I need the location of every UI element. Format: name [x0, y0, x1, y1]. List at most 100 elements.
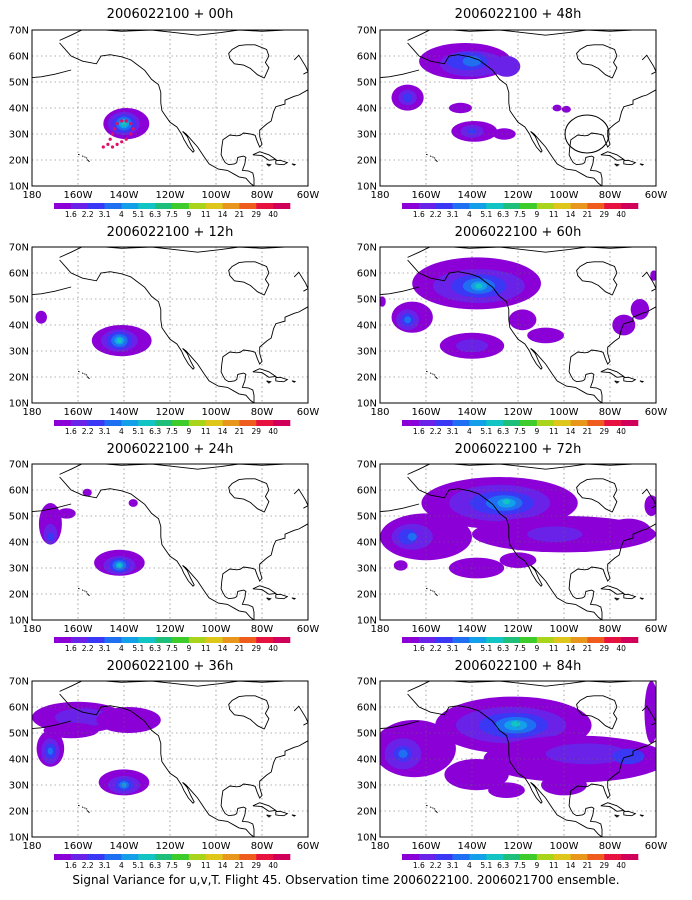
colorbar-swatch: [435, 203, 453, 209]
colorbar-level-label: 3.1: [99, 861, 111, 870]
colorbar-level-label: 29: [600, 210, 610, 219]
coastline: [32, 286, 72, 296]
colorbar-swatch: [402, 420, 420, 426]
map-field: [380, 30, 656, 186]
lat-tick-label: 30N: [9, 781, 29, 792]
coastline: [59, 42, 255, 186]
variance-contour: [117, 563, 122, 568]
lat-tick-label: 10N: [357, 616, 377, 627]
colorbar-swatch: [536, 420, 555, 426]
colorbar-swatch: [239, 420, 257, 426]
variance-contour: [467, 128, 477, 135]
colorbar: 1.6 2.2 3.1 4 5.1 6.3 7.5 9 11 14 21 29 40: [402, 854, 639, 870]
coastline: [623, 810, 637, 817]
lat-tick-label: 10N: [9, 616, 29, 627]
lon-tick-label: 120W: [156, 407, 185, 418]
map-panel-0h: 2006022100 + 00h 70N 60N 50N 40N 30N 20N 10N180…: [9, 7, 320, 219]
colorbar-swatch: [121, 420, 139, 426]
colorbar-level-label: 7.5: [514, 861, 526, 870]
coastline: [59, 259, 255, 403]
colorbar-level-label: 2.2: [430, 644, 442, 653]
colorbar-level-label: 14: [566, 644, 576, 653]
colorbar-level-label: 9: [186, 210, 191, 219]
colorbar-level-label: 40: [268, 427, 278, 436]
colorbar-level-label: 1.6: [413, 644, 425, 653]
coastline: [407, 259, 603, 403]
coastline: [59, 681, 286, 692]
colorbar-swatch: [520, 854, 538, 860]
lat-tick-label: 40N: [357, 321, 377, 332]
colorbar-swatch: [205, 420, 223, 426]
lon-tick-label: 100W: [550, 624, 579, 635]
coastline: [380, 503, 420, 513]
colorbar-level-label: 11: [549, 644, 559, 653]
coastline: [85, 808, 88, 810]
lon-tick-label: 120W: [504, 407, 533, 418]
colorbar-swatch: [604, 420, 622, 426]
lon-tick-label: 160W: [412, 841, 441, 852]
lat-tick-label: 70N: [9, 677, 29, 688]
variance-contour: [398, 749, 408, 758]
lat-tick-label: 60N: [9, 269, 29, 280]
lon-tick-label: 120W: [504, 841, 533, 852]
lon-tick-label: 60W: [645, 624, 668, 635]
coastline: [407, 476, 603, 620]
map-frame: [31, 246, 309, 404]
coastline: [77, 804, 80, 807]
colorbar-level-label: 14: [218, 861, 228, 870]
coastline: [266, 163, 272, 167]
lat-tick-label: 40N: [357, 538, 377, 549]
coastline: [568, 740, 656, 837]
lon-tick-label: 120W: [156, 841, 185, 852]
colorbar-swatch: [435, 854, 453, 860]
lat-tick-label: 70N: [9, 26, 29, 37]
colorbar-level-label: 40: [616, 644, 626, 653]
colorbar-level-label: 9: [534, 210, 539, 219]
coastline: [220, 89, 308, 186]
colorbar-level-label: 9: [186, 427, 191, 436]
colorbar-level-label: 7.5: [166, 644, 178, 653]
lon-tick-label: 180: [22, 190, 41, 201]
colorbar-level-label: 7.5: [514, 210, 526, 219]
colorbar-level-label: 6.3: [497, 861, 509, 870]
colorbar-swatch: [604, 203, 622, 209]
colorbar-swatch: [503, 637, 521, 643]
lon-tick-label: 140W: [458, 841, 487, 852]
colorbar-level-label: 5.1: [132, 427, 144, 436]
variance-contour: [46, 532, 54, 541]
lat-tick-label: 10N: [9, 182, 29, 193]
colorbar-swatch: [452, 637, 470, 643]
map-field: [32, 464, 308, 620]
colorbar-swatch: [121, 854, 139, 860]
variance-contour: [545, 743, 629, 765]
colorbar-swatch: [469, 420, 487, 426]
lat-tick-label: 60N: [357, 269, 377, 280]
colorbar-swatch: [570, 203, 588, 209]
observation-point: [108, 137, 112, 141]
observation-point: [110, 145, 115, 149]
colorbar-swatch: [239, 854, 257, 860]
lat-tick-label: 30N: [357, 564, 377, 575]
colorbar-level-label: 3.1: [99, 644, 111, 653]
coastline: [434, 810, 438, 814]
panel-title: 2006022100 + 12h: [107, 225, 234, 240]
colorbar-swatch: [520, 420, 538, 426]
observation-point: [115, 142, 119, 146]
panel-title: 2006022100 + 00h: [107, 7, 234, 22]
lat-tick-label: 60N: [357, 703, 377, 714]
colorbar-swatch: [418, 420, 437, 426]
colorbar-level-label: 2.2: [430, 861, 442, 870]
map-frame: [31, 29, 309, 187]
coastline: [85, 591, 88, 593]
coastline: [600, 802, 626, 812]
lon-tick-label: 120W: [504, 624, 533, 635]
colorbar-level-label: 7.5: [166, 210, 178, 219]
coastline: [434, 593, 438, 597]
coastline: [429, 806, 432, 808]
coastline: [639, 814, 645, 817]
colorbar-level-label: 2.2: [430, 210, 442, 219]
colorbar-level-label: 40: [268, 210, 278, 219]
lat-tick-label: 50N: [9, 512, 29, 523]
colorbar-level-label: 9: [186, 861, 191, 870]
colorbar-swatch: [155, 420, 173, 426]
